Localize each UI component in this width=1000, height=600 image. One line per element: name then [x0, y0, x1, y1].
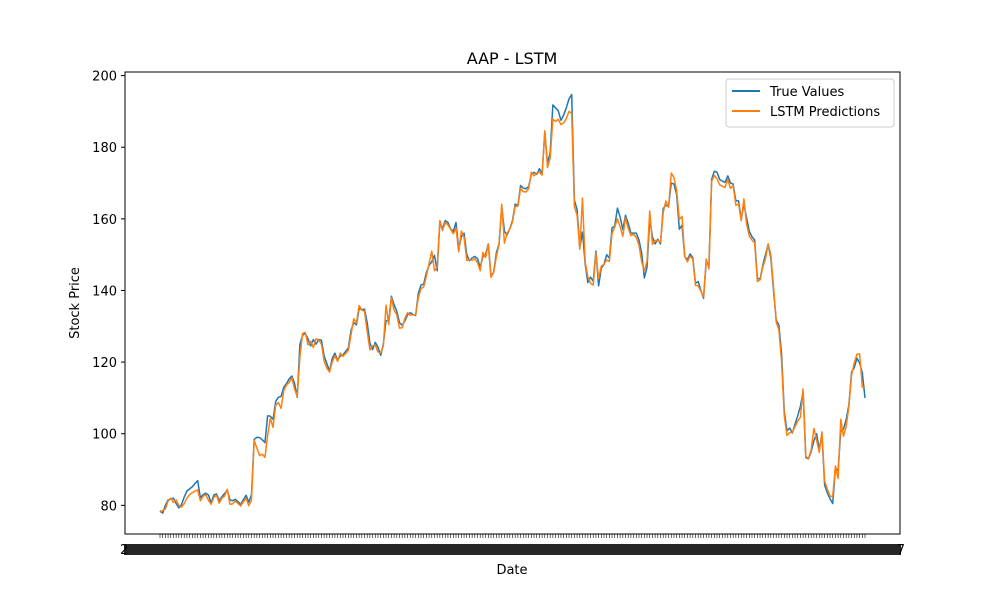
plot-area	[124, 71, 901, 535]
x-tick-labels-overlap	[124, 544, 901, 555]
y-tick-label-1: 100	[92, 428, 117, 443]
y-tick-label-3: 140	[92, 284, 117, 299]
y-tick-label-0: 80	[100, 499, 117, 514]
legend-label-0: True Values	[769, 85, 844, 100]
y-axis: 80 100 120 140 160 180 200	[92, 70, 125, 514]
y-tick-label-2: 120	[92, 356, 117, 371]
x-axis-title: Date	[496, 563, 527, 578]
x-tick-label-first: 2	[120, 543, 128, 558]
plot-frame	[124, 71, 901, 535]
y-axis-title: Stock Price	[68, 267, 83, 339]
x-tick-label-last: 7	[897, 543, 905, 558]
chart-title: AAP - LSTM	[467, 49, 558, 68]
y-tick-label-5: 180	[92, 141, 117, 156]
y-tick-label-4: 160	[92, 213, 117, 228]
y-tick-label-6: 200	[92, 70, 117, 85]
legend: True Values LSTM Predictions	[725, 78, 895, 128]
x-axis: 272…7	[120, 534, 905, 558]
series-line-1	[159, 110, 866, 514]
legend-box	[725, 78, 895, 128]
legend-label-1: LSTM Predictions	[770, 105, 880, 120]
